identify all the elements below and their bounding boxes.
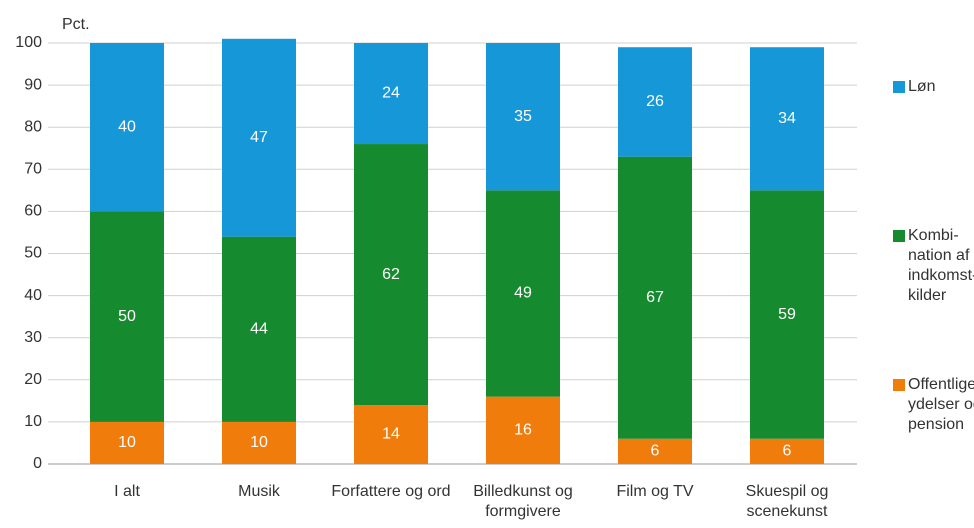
y-tick-label: 40 (24, 287, 42, 304)
legend-swatch (893, 379, 905, 391)
bar-segment (486, 43, 560, 191)
data-label: 14 (382, 426, 400, 443)
bar-segment (354, 144, 428, 406)
y-tick-label: 0 (33, 455, 42, 472)
y-tick-label: 80 (24, 118, 42, 135)
data-label: 50 (118, 308, 136, 325)
bar-segment (750, 190, 824, 439)
bar-segment (750, 47, 824, 191)
data-label: 47 (250, 129, 268, 146)
legend-label: Kombi-nation af indkomst-kilder (908, 227, 974, 304)
y-tick-label: 20 (24, 371, 42, 388)
data-label: 10 (118, 434, 136, 451)
data-label: 10 (250, 434, 268, 451)
data-label: 44 (250, 320, 268, 337)
y-tick-label: 30 (24, 329, 42, 346)
bar-segment (486, 190, 560, 397)
data-label: 16 (514, 422, 532, 439)
x-tick-label: Film og TV (616, 483, 693, 500)
bar-segment (618, 47, 692, 157)
data-label: 62 (382, 266, 400, 283)
y-tick-label: 70 (24, 161, 42, 178)
y-tick-label: 100 (15, 34, 42, 51)
x-tick-label: Forfattere og ord (331, 483, 450, 500)
bar-segment (90, 211, 164, 422)
data-label: 6 (783, 443, 792, 460)
bar-segment (90, 43, 164, 212)
data-label: 35 (514, 108, 532, 125)
y-tick-label: 90 (24, 76, 42, 93)
bar-segment (222, 236, 296, 422)
y-unit-label: Pct. (62, 16, 90, 33)
x-tick-label: Skuespil og scenekunst (746, 483, 829, 520)
bar-segment (222, 38, 296, 237)
bar-segment (486, 396, 560, 464)
x-tick-label: Musik (238, 483, 281, 500)
bar-segment (90, 421, 164, 464)
data-label: 59 (778, 306, 796, 323)
y-tick-label: 60 (24, 203, 42, 220)
data-label: 67 (646, 289, 664, 306)
data-label: 49 (514, 285, 532, 302)
data-label: 34 (778, 110, 796, 127)
data-label: 24 (382, 85, 400, 102)
bar-segment (222, 421, 296, 464)
legend-label: Løn (908, 78, 936, 95)
bar-segment (618, 438, 692, 464)
data-label: 40 (118, 118, 136, 135)
bar-segment (354, 43, 428, 145)
x-tick-label: I alt (114, 483, 140, 500)
data-label: 26 (646, 93, 664, 110)
bar-segment (618, 156, 692, 439)
y-tick-label: 50 (24, 245, 42, 262)
bar-segment (750, 438, 824, 464)
data-label: 6 (651, 443, 660, 460)
bar-segment (354, 405, 428, 464)
y-tick-label: 10 (24, 413, 42, 430)
x-tick-label: Billedkunst og formgivere (473, 483, 573, 520)
legend-swatch (893, 230, 905, 242)
legend-swatch (893, 81, 905, 93)
